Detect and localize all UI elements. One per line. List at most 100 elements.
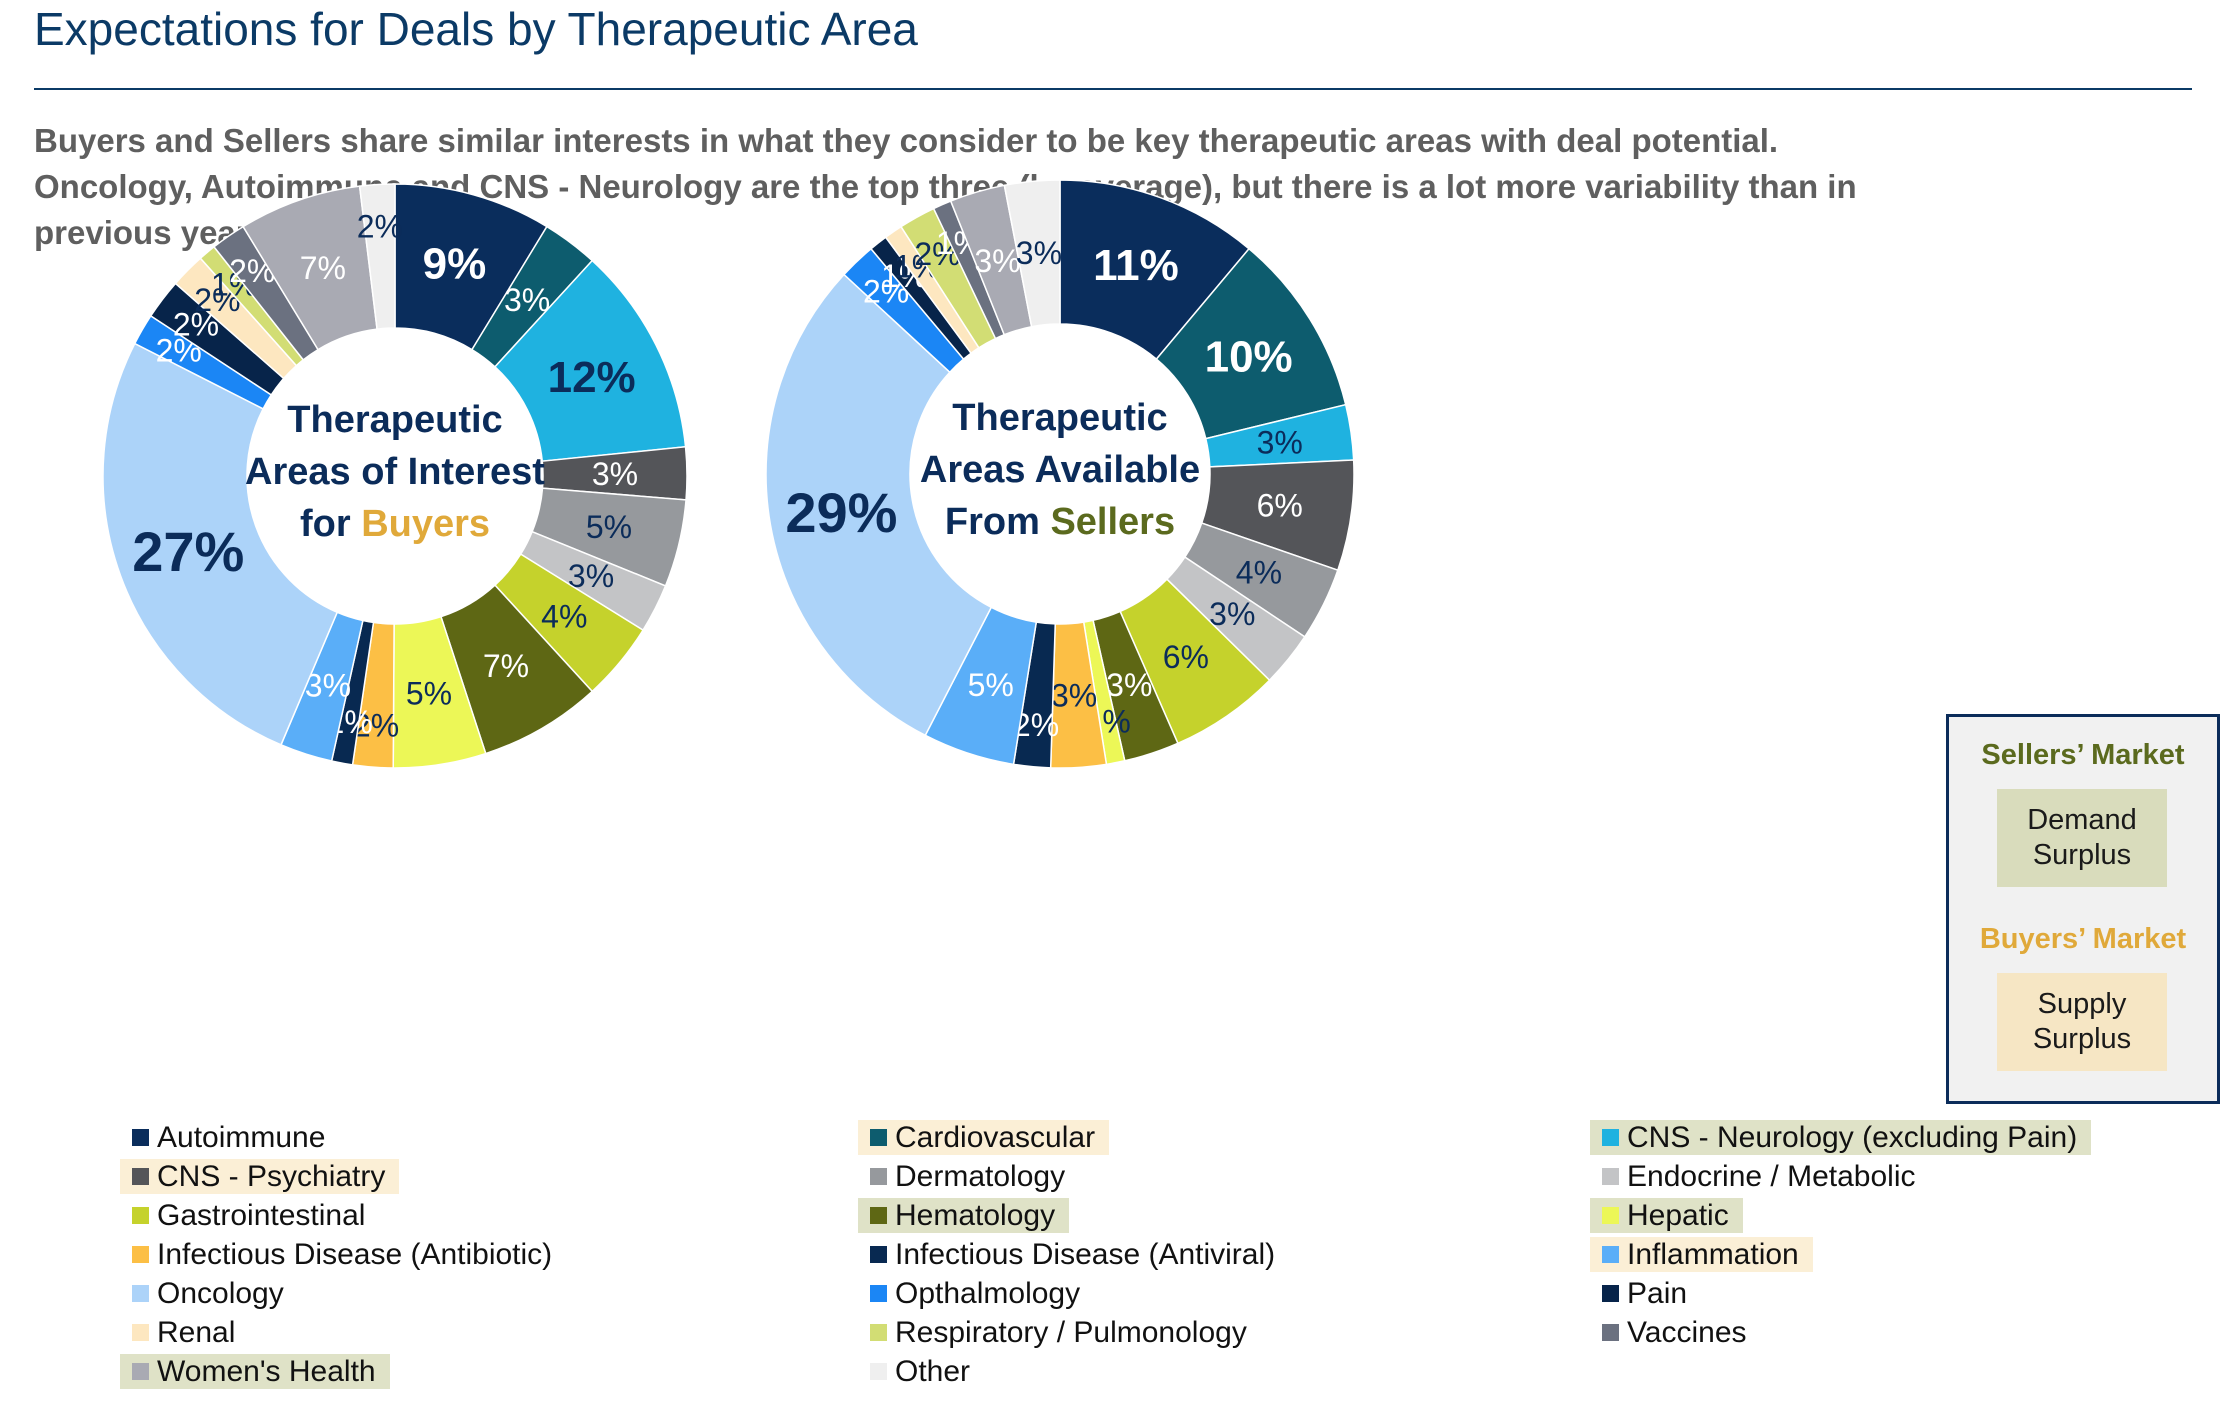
data-label: 4% bbox=[1236, 555, 1282, 591]
legend-label: Cardiovascular bbox=[895, 1120, 1096, 1154]
legend-item: Infectious Disease (Antiviral) bbox=[858, 1237, 1275, 1272]
legend-label: Pain bbox=[1627, 1276, 1688, 1310]
center-title-line: Therapeutic bbox=[952, 397, 1167, 439]
legend-item: Gastrointestinal bbox=[120, 1198, 365, 1233]
title-divider bbox=[34, 88, 2192, 90]
data-label: 29% bbox=[785, 481, 897, 544]
legend-label: Oncology bbox=[157, 1276, 284, 1310]
legend-label: Endocrine / Metabolic bbox=[1627, 1159, 1916, 1193]
data-label: 7% bbox=[300, 250, 346, 286]
page-subtitle: Buyers and Sellers share similar interes… bbox=[34, 118, 2184, 256]
data-label: 11% bbox=[1093, 241, 1179, 290]
legend-swatch bbox=[132, 1168, 149, 1185]
legend-swatch bbox=[1602, 1168, 1619, 1185]
data-label: 4% bbox=[541, 599, 587, 635]
category-legend: Autoimmune Cardiovascular CNS - Neurology … bbox=[0, 1118, 2230, 1408]
legend-item: Cardiovascular bbox=[858, 1120, 1110, 1155]
legend-label: Infectious Disease (Antiviral) bbox=[895, 1237, 1276, 1271]
market-legend-box: Sellers’ Market Demand Surplus Buyers’ M… bbox=[1946, 714, 2220, 1104]
legend-swatch bbox=[870, 1168, 887, 1185]
legend-label: Women's Health bbox=[157, 1354, 376, 1388]
center-title-line: for Buyers bbox=[300, 503, 490, 545]
legend-item: Vaccines bbox=[1590, 1315, 1747, 1350]
legend-swatch bbox=[870, 1324, 887, 1341]
data-label: 7% bbox=[483, 648, 529, 684]
data-label: 12% bbox=[548, 353, 636, 402]
legend-item: Hematology bbox=[858, 1198, 1070, 1233]
legend-item: Respiratory / Pulmonology bbox=[858, 1315, 1247, 1350]
legend-label: Dermatology bbox=[895, 1159, 1066, 1193]
sellers-market-heading: Sellers’ Market bbox=[1981, 739, 2185, 771]
legend-item: CNS - Psychiatry bbox=[120, 1159, 400, 1194]
legend-swatch bbox=[870, 1207, 887, 1224]
legend-swatch bbox=[1602, 1324, 1619, 1341]
donut-slice bbox=[765, 273, 993, 737]
center-title-line: Areas of Interest bbox=[245, 451, 545, 493]
pill-line: Supply bbox=[2037, 988, 2127, 1020]
data-label: 3% bbox=[1257, 424, 1303, 460]
legend-label: Gastrointestinal bbox=[157, 1198, 366, 1232]
center-title-line: From Sellers bbox=[945, 501, 1175, 543]
data-label: 3% bbox=[1209, 596, 1255, 632]
legend-item: Other bbox=[858, 1354, 970, 1389]
legend-swatch bbox=[132, 1363, 149, 1380]
demand-surplus-pill: Demand Surplus bbox=[1997, 789, 2167, 887]
data-label: 6% bbox=[1163, 639, 1209, 675]
data-label: 9% bbox=[423, 240, 487, 289]
legend-swatch bbox=[132, 1129, 149, 1146]
legend-swatch bbox=[870, 1129, 887, 1146]
legend-swatch bbox=[1602, 1285, 1619, 1302]
data-label: 5% bbox=[406, 675, 452, 711]
center-title-line: Areas Available bbox=[920, 449, 1200, 491]
legend-swatch bbox=[870, 1246, 887, 1263]
legend-item: Dermatology bbox=[858, 1159, 1065, 1194]
data-label: 5% bbox=[968, 667, 1014, 703]
pill-line: Surplus bbox=[2032, 1023, 2132, 1055]
donut-slice bbox=[1003, 179, 1061, 328]
legend-label: Infectious Disease (Antibiotic) bbox=[157, 1237, 553, 1271]
legend-swatch bbox=[1602, 1129, 1619, 1146]
page-title: Expectations for Deals by Therapeutic Ar… bbox=[34, 3, 918, 55]
donut-slice bbox=[102, 342, 339, 746]
legend-item: Opthalmology bbox=[858, 1276, 1080, 1311]
legend-label: Autoimmune bbox=[157, 1120, 326, 1154]
data-label: 3% bbox=[592, 456, 638, 492]
data-label: 3% bbox=[305, 668, 351, 704]
pill-line: Surplus bbox=[2032, 839, 2132, 871]
buyers-donut-chart: 9%3%12%3%5%3%4%7%5%2%1%3%27%2%2%2%1%2% 7%… bbox=[102, 183, 688, 769]
data-label: 2% bbox=[357, 208, 403, 244]
legend-swatch bbox=[132, 1207, 149, 1224]
legend-label: Other bbox=[895, 1354, 971, 1388]
legend-label: Hematology bbox=[895, 1198, 1056, 1232]
legend-label: Renal bbox=[157, 1315, 236, 1349]
legend-label: CNS - Psychiatry bbox=[157, 1159, 386, 1193]
data-label: 6% bbox=[1257, 488, 1303, 524]
legend-label: Respiratory / Pulmonology bbox=[895, 1315, 1247, 1349]
legend-swatch bbox=[132, 1285, 149, 1302]
legend-swatch bbox=[870, 1363, 887, 1380]
data-label: 10% bbox=[1205, 332, 1293, 381]
legend-label: Vaccines bbox=[1627, 1315, 1747, 1349]
legend-item: Endocrine / Metabolic bbox=[1590, 1159, 1916, 1194]
legend-label: CNS - Neurology (excluding Pain) bbox=[1627, 1120, 2078, 1154]
legend-item: Renal bbox=[120, 1315, 235, 1350]
data-label: 27% bbox=[132, 520, 244, 583]
center-title-highlight: Buyers bbox=[361, 503, 490, 545]
legend-label: Inflammation bbox=[1627, 1237, 1799, 1271]
legend-item: Pain bbox=[1590, 1276, 1687, 1311]
center-title-highlight: Sellers bbox=[1050, 501, 1175, 543]
donut-slice bbox=[358, 183, 396, 330]
legend-item: CNS - Neurology (excluding Pain) bbox=[1590, 1120, 2092, 1155]
legend-swatch bbox=[870, 1285, 887, 1302]
legend-item: Inflammation bbox=[1590, 1237, 1813, 1272]
legend-swatch bbox=[132, 1246, 149, 1263]
supply-surplus-pill: Supply Surplus bbox=[1997, 973, 2167, 1071]
data-label: 3% bbox=[974, 243, 1020, 279]
buyers-market-heading: Buyers’ Market bbox=[1979, 923, 2187, 955]
legend-item: Oncology bbox=[120, 1276, 284, 1311]
data-label: 3% bbox=[1106, 667, 1152, 703]
legend-item: Infectious Disease (Antibiotic) bbox=[120, 1237, 552, 1272]
data-label: 5% bbox=[586, 509, 632, 545]
legend-swatch bbox=[1602, 1207, 1619, 1224]
